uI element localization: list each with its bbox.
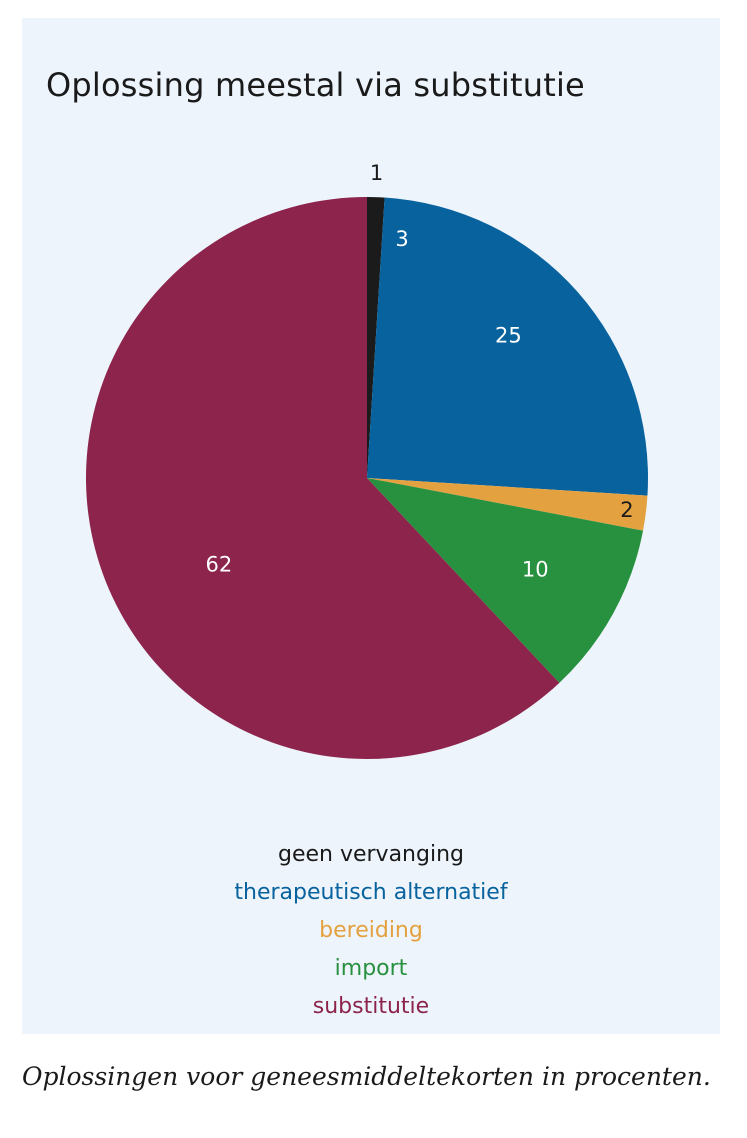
figure-caption: Oplossingen voor geneesmiddeltekorten in… bbox=[22, 1062, 711, 1091]
pie-extra-label-0: 3 bbox=[395, 227, 408, 251]
pie-label-bereiding: 2 bbox=[620, 498, 633, 522]
pie-slice-substitutie bbox=[86, 197, 560, 759]
legend-item-bereiding: bereiding bbox=[319, 918, 423, 943]
pie-slice-bereiding bbox=[367, 478, 648, 531]
pie-slice-therapeutisch-alternatief bbox=[367, 197, 648, 496]
legend-item-substitutie: substitutie bbox=[312, 994, 430, 1019]
chart-panel: Oplossing meestal via substitutie 1 25 2 10… bbox=[22, 18, 720, 1034]
pie-label-substitutie: 62 bbox=[205, 552, 232, 576]
chart-title: Oplossing meestal via substitutie bbox=[46, 66, 585, 104]
pie-label-therapeutisch-alternatief: 25 bbox=[495, 324, 522, 348]
legend-item-therapeutisch-alternatief: therapeutisch alternatief bbox=[234, 880, 508, 905]
pie-chart: 1 25 2 10 62 3 bbox=[86, 161, 648, 759]
legend: geen vervanging therapeutisch alternatie… bbox=[22, 836, 720, 1026]
pie-slice-geen-vervanging bbox=[367, 197, 385, 478]
legend-item-geen-vervanging: geen vervanging bbox=[277, 842, 464, 867]
pie-slice-import bbox=[367, 478, 644, 683]
legend-item-import: import bbox=[334, 956, 408, 981]
pie-label-geen-vervanging: 1 bbox=[370, 161, 383, 185]
pie-label-import: 10 bbox=[522, 557, 549, 581]
